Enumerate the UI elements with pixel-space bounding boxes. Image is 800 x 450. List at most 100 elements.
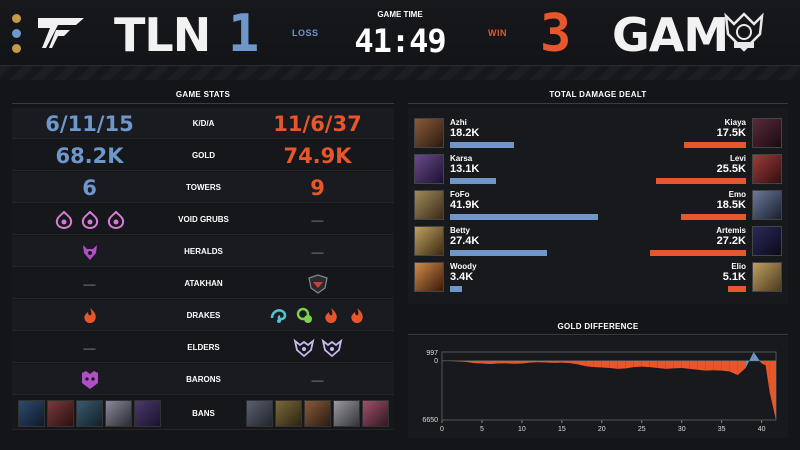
- left-heralds: [12, 236, 167, 267]
- left-team-result: LOSS: [292, 28, 319, 38]
- damage-row: Azhi 18.2K Kiaya 17.5K: [408, 116, 788, 152]
- gold-diff-area-segment: [713, 360, 722, 371]
- y-top-label: 997: [426, 350, 438, 357]
- right-kda: 11/6/37: [273, 111, 362, 136]
- right-player-damage: 25.5K: [716, 163, 746, 175]
- gold-diff-area-segment: [545, 360, 554, 363]
- right-bans: [240, 396, 395, 430]
- left-player-damage: 3.4K: [450, 271, 474, 283]
- stat-row-bans: BANS: [12, 396, 394, 430]
- gold-diff-area-segment: [561, 360, 570, 364]
- gold-diff-area-segment: [497, 360, 506, 364]
- gold-diff-area-segment: [473, 360, 482, 364]
- left-player-name: Woody: [450, 262, 477, 271]
- stat-label: TOWERS: [186, 183, 221, 192]
- gold-diff-area-segment: [513, 360, 522, 364]
- right-damage-bar: [684, 142, 746, 148]
- gold-diff-area-segment: [609, 360, 618, 369]
- ban-champion-icon: [333, 399, 360, 427]
- damage-title: TOTAL DAMAGE DEALT: [549, 90, 647, 99]
- right-elders: [240, 332, 395, 363]
- champion-portrait-icon: [414, 190, 444, 220]
- gold-diff-area-segment: [601, 360, 610, 368]
- tln-logo-icon: [38, 18, 84, 48]
- divider: [12, 103, 394, 104]
- x-tick-label: 40: [758, 426, 766, 433]
- left-player-name: Karsa: [450, 154, 473, 163]
- right-damage-bar: [650, 250, 746, 256]
- damage-row: Woody 3.4K Elio 5.1K: [408, 260, 788, 296]
- gold-diff-panel: 997 0 6650 0 5 10 15 20 25 30 35 40: [408, 336, 788, 438]
- left-bans: [12, 396, 167, 430]
- x-tick-label: 25: [638, 426, 646, 433]
- champion-portrait-icon: [752, 190, 782, 220]
- stat-row-kda: 6/11/15 K/D/A 11/6/37: [12, 108, 394, 139]
- game-stats-title: GAME STATS: [175, 90, 231, 99]
- damage-row: FoFo 41.9K Emo 18.5K: [408, 188, 788, 224]
- ban-champion-icon: [304, 399, 331, 427]
- menu-dots: [12, 14, 21, 59]
- right-barons: —: [311, 372, 324, 387]
- gold-diff-area-segment: [765, 360, 770, 392]
- gold-diff-area-segment: [529, 360, 538, 363]
- gold-diff-area-segment: [729, 360, 738, 376]
- left-towers: 6: [82, 175, 97, 200]
- game-time-label: GAME TIME: [377, 10, 423, 19]
- left-gold: 68.2K: [55, 143, 124, 168]
- divider: [408, 103, 788, 104]
- ban-champion-icon: [134, 399, 161, 427]
- stat-label: BARONS: [186, 375, 221, 384]
- right-player-name: Elio: [731, 262, 746, 271]
- decorative-stripe: [0, 66, 800, 80]
- ban-champion-icon: [105, 399, 132, 427]
- left-player-damage: 41.9K: [450, 199, 480, 211]
- x-tick-label: 5: [480, 426, 484, 433]
- divider: [408, 334, 788, 335]
- right-damage-bar: [728, 286, 746, 292]
- left-team-name: TLN: [114, 8, 211, 62]
- x-tick-label: 15: [558, 426, 566, 433]
- stat-row-drakes: DRAKES: [12, 300, 394, 331]
- stat-label: GOLD: [191, 151, 216, 160]
- infernal-drake-icon: [350, 307, 363, 323]
- left-player-damage: 27.4K: [450, 235, 480, 247]
- left-elders: —: [83, 340, 96, 355]
- stat-row-barons: BARONS —: [12, 364, 394, 395]
- right-damage-bar: [656, 178, 746, 184]
- right-player-name: Emo: [728, 190, 746, 199]
- left-damage-bar: [450, 250, 547, 256]
- gold-diff-area-segment: [521, 360, 530, 364]
- stat-row-gold: 68.2K GOLD 74.9K: [12, 140, 394, 171]
- gold-diff-area-segment: [489, 360, 498, 364]
- left-kda: 6/11/15: [45, 111, 134, 136]
- stat-label: K/D/A: [192, 119, 215, 128]
- stat-row-heralds: HERALDS —: [12, 236, 394, 267]
- right-gold: 74.9K: [283, 143, 352, 168]
- gold-diff-area-segment: [753, 352, 762, 364]
- gold-diff-area-segment: [553, 360, 562, 363]
- left-damage-bar: [450, 286, 462, 292]
- void-grub-icon: [107, 210, 124, 229]
- left-void-grubs: [12, 204, 167, 235]
- left-player-name: FoFo: [450, 190, 470, 199]
- gold-diff-area-segment: [593, 360, 602, 368]
- x-tick-label: 20: [598, 426, 606, 433]
- right-heralds: —: [311, 244, 324, 259]
- left-damage-bar: [450, 214, 598, 220]
- right-player-damage: 5.1K: [722, 271, 746, 283]
- right-player-damage: 18.5K: [716, 199, 746, 211]
- damage-row: Karsa 13.1K Levi 25.5K: [408, 152, 788, 188]
- gold-diff-area-segment: [505, 360, 514, 364]
- right-damage-bar: [681, 214, 746, 220]
- ocean-drake-icon: [270, 308, 286, 323]
- champion-portrait-icon: [752, 262, 782, 292]
- ban-champion-icon: [47, 399, 74, 427]
- gold-diff-area-segment: [769, 360, 776, 420]
- gold-diff-area-segment: [745, 352, 754, 368]
- void-grub-icon: [55, 210, 72, 229]
- gold-diff-area-segment: [633, 360, 642, 368]
- gold-diff-area-segment: [481, 360, 490, 364]
- left-damage-bar: [450, 142, 514, 148]
- gold-diff-title: GOLD DIFFERENCE: [557, 322, 639, 331]
- herald-icon: [82, 244, 97, 260]
